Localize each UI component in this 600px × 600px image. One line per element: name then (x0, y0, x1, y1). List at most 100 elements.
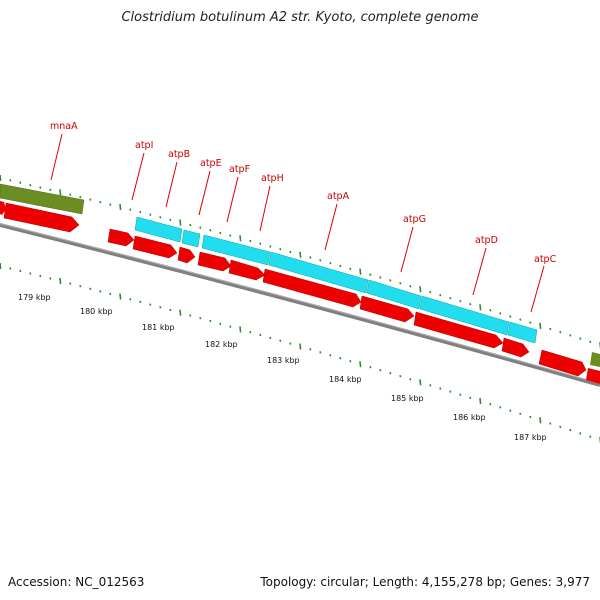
outer-tick-47 (469, 302, 472, 306)
outer-tick-28 (279, 247, 282, 251)
outer-tick-57 (569, 334, 572, 337)
inner-tick-24 (239, 326, 242, 333)
outer-tick-55 (549, 327, 552, 331)
gene-arrow-atpF (228, 259, 266, 281)
inner-tick-26 (259, 333, 262, 337)
leader-line-mnaA (50, 133, 63, 181)
inner-tick-47 (469, 396, 472, 400)
inner-tick-58 (579, 432, 582, 435)
gene-arrow-atpI (132, 235, 178, 259)
outer-tick-5 (49, 188, 52, 192)
outer-tick-34 (339, 264, 342, 268)
gene-arrow-left-edge (0, 201, 6, 215)
kbp-label-184: 184 kbp (329, 375, 362, 384)
kbp-label-186: 186 kbp (453, 413, 486, 422)
inner-tick-track (0, 262, 600, 444)
leader-line-atpB (165, 161, 178, 208)
inner-tick-44 (439, 387, 442, 390)
outer-tick-14 (139, 210, 142, 214)
outer-tick-35 (349, 267, 352, 271)
outer-tick-41 (409, 285, 412, 288)
inner-tick-13 (129, 298, 132, 301)
accession-text: Accession: NC_012563 (8, 575, 145, 589)
gene-label-atpD: atpD (475, 235, 498, 246)
outer-tick-39 (389, 279, 392, 282)
inner-tick-36 (359, 361, 362, 368)
outer-tick-19 (189, 223, 192, 227)
inner-tick-11 (109, 292, 112, 296)
inner-tick-59 (589, 435, 592, 438)
outer-tick-13 (129, 208, 132, 211)
outer-tick-48 (479, 304, 482, 311)
outer-tick-10 (99, 200, 102, 204)
outer-tick-51 (509, 315, 512, 318)
kbp-label-187: 187 kbp (514, 433, 547, 442)
inner-tick-52 (519, 412, 522, 416)
inner-tick-19 (189, 314, 192, 317)
inner-tick-35 (349, 359, 352, 363)
inner-tick-5 (49, 277, 52, 280)
inner-tick-41 (409, 378, 412, 381)
gene-arrow-1 (107, 228, 135, 247)
kbp-label-181: 181 kbp (142, 323, 175, 332)
inner-tick-0 (0, 262, 2, 270)
inner-tick-17 (169, 308, 172, 312)
gene-label-atpG: atpG (403, 214, 426, 225)
leader-line-atpC (530, 265, 545, 313)
outer-tick-7 (69, 193, 72, 196)
inner-tick-55 (549, 422, 552, 425)
cyan-feature-atpG (419, 295, 510, 336)
outer-tick-42 (419, 286, 422, 293)
outer-tick-37 (369, 273, 372, 276)
gene-label-atpF: atpF (229, 164, 250, 175)
cyan-feature-atpB (181, 229, 201, 248)
inner-tick-57 (569, 428, 572, 432)
inner-tick-18 (179, 309, 182, 316)
inner-tick-3 (29, 272, 32, 275)
inner-tick-12 (119, 293, 122, 300)
outer-tick-38 (379, 276, 382, 279)
inner-tick-22 (219, 322, 222, 326)
outer-tick-31 (309, 256, 312, 259)
genome-summary-text: Topology: circular; Length: 4,155,278 bp… (260, 575, 590, 589)
inner-tick-49 (489, 402, 492, 406)
inner-tick-20 (199, 316, 202, 320)
gene-arrow-atpD (501, 337, 530, 358)
outer-tick-44 (439, 293, 442, 297)
inner-tick-10 (99, 290, 102, 293)
outer-tick-53 (529, 321, 532, 324)
gene-label-atpC: atpC (534, 254, 557, 265)
kbp-label-180: 180 kbp (80, 307, 113, 316)
inner-tick-39 (389, 371, 392, 375)
inner-tick-15 (149, 303, 152, 306)
leader-line-atpG (400, 226, 414, 273)
outer-tick-52 (519, 318, 522, 321)
outer-tick-36 (359, 268, 362, 275)
inner-tick-48 (479, 397, 482, 405)
inner-tick-40 (399, 374, 402, 378)
outer-tick-49 (489, 309, 492, 312)
inner-tick-4 (39, 274, 42, 278)
outer-tick-9 (89, 198, 92, 201)
inner-tick-42 (419, 379, 422, 386)
outer-tick-29 (289, 250, 292, 254)
inner-tick-51 (509, 409, 512, 412)
inner-tick-38 (379, 368, 382, 372)
outer-tick-20 (199, 226, 202, 229)
inner-tick-23 (229, 325, 232, 328)
inner-tick-43 (429, 384, 432, 387)
leader-line-atpD (472, 247, 487, 296)
outer-tick-43 (429, 290, 432, 294)
kbp-label-185: 185 kbp (391, 394, 424, 403)
inner-tick-21 (209, 319, 212, 323)
outer-tick-45 (449, 296, 452, 300)
leader-line-atpA (324, 203, 338, 251)
gene-arrow-atpB (177, 246, 196, 264)
gene-label-atpI: atpI (135, 140, 153, 151)
outer-tick-30 (299, 251, 302, 258)
inner-tick-29 (289, 342, 292, 345)
genome-backbone-highlight (0, 223, 600, 384)
inner-tick-37 (369, 365, 372, 369)
